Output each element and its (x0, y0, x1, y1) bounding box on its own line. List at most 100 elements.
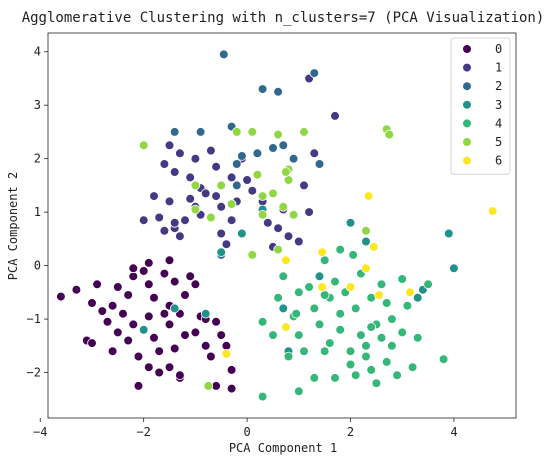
y-axis-label: PCA Component 2 (6, 172, 20, 280)
data-point (206, 212, 216, 223)
data-point (376, 332, 387, 343)
data-point (154, 346, 165, 357)
data-point (107, 346, 118, 357)
data-point (273, 87, 283, 97)
data-point (190, 279, 201, 290)
data-point (438, 354, 449, 365)
data-point (226, 383, 237, 394)
data-point (345, 359, 356, 370)
x-tick-label: 0 (243, 425, 250, 439)
x-tick-label: −4 (33, 425, 47, 439)
data-point (175, 148, 185, 159)
plot-area (56, 49, 498, 402)
data-point (113, 282, 123, 292)
data-point (164, 255, 175, 266)
legend: 0 1 2 3 4 5 6 (450, 37, 511, 175)
data-point (384, 129, 395, 140)
y-tick-label: −2 (27, 366, 41, 380)
data-point (278, 202, 289, 212)
data-point (149, 191, 159, 201)
data-point (211, 161, 221, 172)
data-point (149, 332, 159, 343)
data-point (138, 266, 149, 276)
data-point (232, 180, 242, 191)
legend-label: 1 (495, 61, 502, 75)
data-point (242, 175, 252, 185)
data-point (348, 250, 358, 260)
data-point (185, 172, 196, 183)
series-5 (138, 124, 395, 391)
data-point (159, 159, 170, 169)
data-point (273, 244, 283, 255)
x-tick-label: 2 (347, 425, 354, 439)
data-point (412, 332, 423, 343)
data-point (361, 351, 371, 362)
data-point (257, 316, 268, 327)
data-point (195, 127, 206, 137)
data-point (190, 180, 201, 191)
data-point (281, 255, 291, 266)
data-point (273, 129, 283, 140)
data-point (232, 127, 242, 137)
data-point (252, 148, 263, 159)
data-point (319, 255, 330, 266)
data-point (291, 308, 302, 319)
data-point (128, 263, 139, 274)
data-point (319, 290, 330, 300)
legend-label: 0 (495, 42, 502, 56)
data-point (247, 250, 258, 260)
data-point (293, 330, 304, 340)
data-point (257, 191, 268, 201)
data-point (319, 346, 330, 357)
y-tick-label: −1 (27, 312, 41, 326)
data-point (144, 362, 154, 373)
x-tick-label: −2 (136, 425, 150, 439)
data-point (102, 316, 113, 327)
data-point (190, 153, 201, 164)
y-tick-label: 1 (34, 205, 41, 219)
data-point (180, 290, 190, 300)
data-point (304, 207, 314, 217)
data-point (405, 287, 415, 298)
data-point (92, 279, 102, 290)
data-point (237, 151, 247, 161)
data-point (309, 68, 320, 78)
data-point (169, 303, 180, 314)
y-tick-label: 2 (34, 152, 41, 166)
data-point (371, 378, 382, 389)
data-point (402, 300, 413, 311)
legend-label: 2 (495, 79, 502, 93)
data-point (278, 271, 289, 282)
data-point (345, 218, 356, 228)
data-point (330, 373, 340, 383)
data-point (387, 340, 397, 351)
data-point (273, 292, 283, 303)
data-point (412, 292, 423, 303)
data-point (381, 298, 392, 308)
data-point (283, 351, 294, 362)
data-point (257, 210, 268, 220)
legend-marker (462, 155, 472, 166)
data-point (144, 279, 154, 290)
data-point (281, 167, 291, 177)
x-tick-label: 4 (450, 425, 457, 439)
data-point (268, 143, 278, 153)
data-point (278, 303, 289, 314)
data-point (278, 140, 289, 151)
data-point (345, 282, 356, 292)
data-point (309, 373, 320, 383)
data-point (154, 367, 165, 378)
data-point (216, 180, 227, 191)
data-point (304, 282, 314, 292)
data-point (381, 357, 392, 367)
data-point (221, 348, 232, 359)
data-point (180, 330, 190, 340)
data-point (164, 196, 175, 207)
data-point (368, 242, 379, 252)
data-point (190, 204, 201, 215)
data-point (335, 308, 346, 319)
data-point (226, 365, 237, 375)
data-point (138, 324, 149, 335)
data-point (164, 319, 175, 330)
data-point (144, 311, 154, 322)
